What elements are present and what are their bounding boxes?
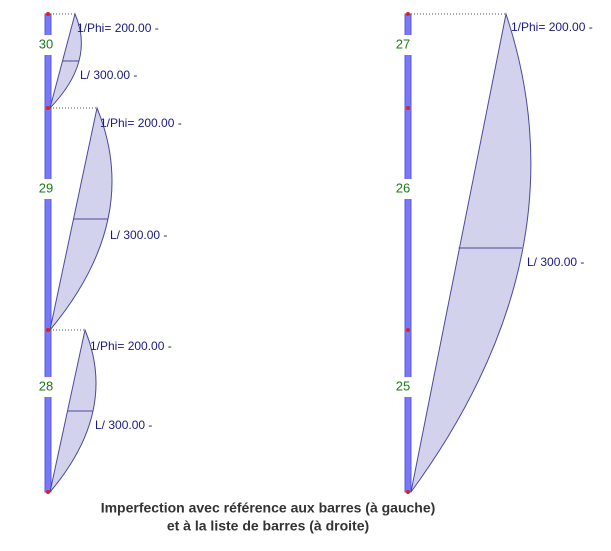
member-label: 25 (396, 378, 410, 393)
node (46, 106, 50, 110)
node (406, 490, 410, 494)
bow-label: L/ 300.00 - (95, 418, 152, 432)
sway-label: 1/Phi= 200.00 - (90, 339, 172, 353)
bow-label: L/ 300.00 - (80, 68, 137, 82)
member-label: 30 (39, 36, 53, 51)
caption-line: Imperfection avec référence aux barres (… (101, 500, 436, 516)
node (406, 106, 410, 110)
node (406, 12, 410, 16)
sway-label: 1/Phi= 200.00 - (77, 21, 159, 35)
label-box (36, 179, 56, 199)
member-label: 27 (396, 36, 410, 51)
member-labels: 30 29 28 27 26 25 (36, 35, 413, 397)
label-box (393, 377, 413, 397)
member-label: 28 (39, 378, 53, 393)
left-shapes (49, 12, 113, 493)
sway-label: 1/Phi= 200.00 - (511, 20, 593, 34)
member-label: 26 (396, 180, 410, 195)
node (46, 328, 50, 332)
sway-label: 1/Phi= 200.00 - (100, 116, 182, 130)
node (46, 490, 50, 494)
bow-label: L/ 300.00 - (110, 228, 167, 242)
nodes (46, 12, 410, 494)
member-label: 29 (39, 180, 53, 195)
caption-line: et à la liste de barres (à droite) (167, 518, 369, 534)
label-box (393, 179, 413, 199)
bow-label: L/ 300.00 - (527, 255, 584, 269)
imperfection-shape (410, 12, 532, 493)
left-bar (44, 13, 52, 493)
right-bar (404, 13, 412, 493)
label-box (393, 35, 413, 55)
annotations: 1/Phi= 200.00 - L/ 300.00 - 1/Phi= 200.0… (77, 20, 593, 432)
label-box (36, 377, 56, 397)
right-shapes (410, 12, 532, 493)
label-box (36, 35, 56, 55)
node (46, 12, 50, 16)
node (406, 328, 410, 332)
